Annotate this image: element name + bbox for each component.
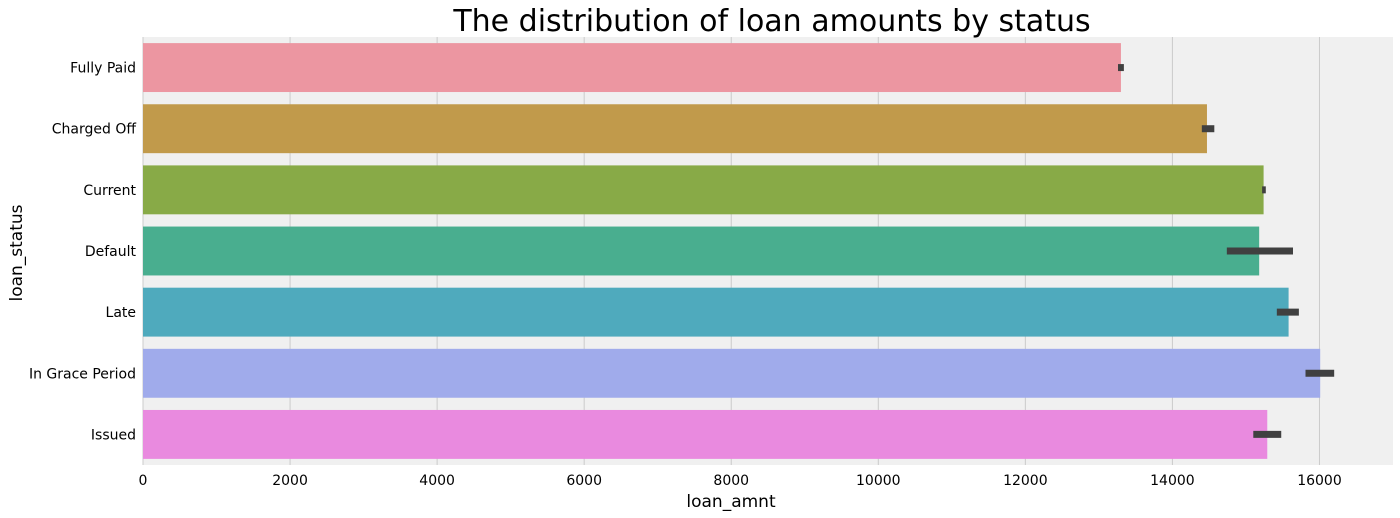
y-tick-label: Default bbox=[85, 244, 137, 260]
error-bars bbox=[1118, 64, 1335, 438]
bar bbox=[143, 43, 1121, 93]
y-tick-labels: Fully Paid Charged Off Current Default Late I… bbox=[29, 61, 137, 444]
bar bbox=[143, 348, 1321, 398]
y-tick-label: Fully Paid bbox=[70, 61, 136, 77]
bar bbox=[143, 287, 1289, 337]
bar bbox=[143, 226, 1260, 276]
y-axis-label: loan_status bbox=[7, 204, 27, 301]
y-tick-label: Current bbox=[83, 183, 136, 199]
x-tick-labels: 0 2000 4000 6000 8000 10000 12000 14000 16000 bbox=[139, 473, 1342, 489]
x-tick-label: 12000 bbox=[1003, 473, 1048, 489]
x-tick-label: 14000 bbox=[1150, 473, 1195, 489]
x-tick-label: 6000 bbox=[566, 473, 602, 489]
x-tick-label: 0 bbox=[139, 473, 148, 489]
x-tick-label: 8000 bbox=[713, 473, 749, 489]
y-tick-label: Late bbox=[106, 305, 136, 321]
bar bbox=[143, 409, 1268, 459]
chart-title: The distribution of loan amounts by stat… bbox=[452, 4, 1090, 39]
y-tick-label: In Grace Period bbox=[29, 366, 136, 382]
x-axis-label: loan_amnt bbox=[686, 492, 776, 512]
x-tick-label: 2000 bbox=[272, 473, 308, 489]
y-tick-label: Issued bbox=[91, 427, 136, 443]
x-tick-label: 16000 bbox=[1297, 473, 1342, 489]
bar bbox=[143, 165, 1264, 215]
x-tick-label: 4000 bbox=[419, 473, 455, 489]
bars bbox=[143, 43, 1321, 459]
x-tick-label: 10000 bbox=[856, 473, 901, 489]
bar bbox=[143, 104, 1207, 154]
y-tick-label: Charged Off bbox=[52, 122, 137, 138]
